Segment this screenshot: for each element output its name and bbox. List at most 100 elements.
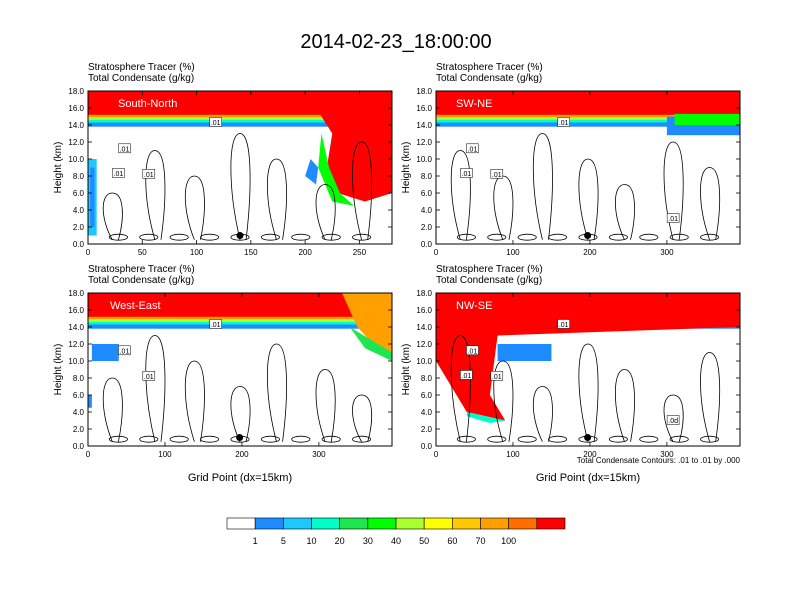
tracer-patch xyxy=(497,344,552,361)
cloud-contour xyxy=(450,335,471,442)
y-tick-label: 0.0 xyxy=(421,442,433,451)
low-cloud-contour xyxy=(291,233,311,241)
low-cloud-contour xyxy=(139,233,159,241)
tracer-patch xyxy=(90,167,95,227)
x-tick-label: 0 xyxy=(434,450,439,459)
location-marker xyxy=(236,232,244,239)
x-tick-label: 200 xyxy=(583,450,597,459)
contour-label-box xyxy=(557,319,570,329)
tracer-band xyxy=(88,114,392,119)
cloud-contour xyxy=(614,369,635,442)
y-tick-label: 6.0 xyxy=(421,189,433,198)
x-axis-label: Grid Point (dx=15km) xyxy=(536,472,640,484)
y-tick-label: 12.0 xyxy=(416,340,432,349)
cloud-contour xyxy=(578,343,599,442)
contour-label: .01 xyxy=(144,374,154,381)
colorbar-swatch xyxy=(536,517,566,530)
colorbar-label: 60 xyxy=(447,536,457,546)
tracer-patch xyxy=(674,113,740,125)
y-tick-label: 10.0 xyxy=(416,357,432,366)
y-tick-label: 4.0 xyxy=(421,206,433,215)
plot-frame xyxy=(87,292,393,447)
panel-1-label-2: Total Condensate (g/kg) xyxy=(88,73,195,84)
y-axis-label: Height (km) xyxy=(53,142,64,194)
panel-1-header: Stratosphere Tracer (%) Total Condensate… xyxy=(88,62,195,84)
low-cloud-contour xyxy=(548,435,568,443)
contour-label-box xyxy=(466,345,479,356)
colorbar-label: 70 xyxy=(475,536,485,546)
tracer-band xyxy=(436,114,740,119)
contour-footnote: Total Condensate Contours: .01 to .01 by… xyxy=(577,456,741,465)
y-tick-label: 6.0 xyxy=(73,391,85,400)
y-tick-label: 16.0 xyxy=(68,104,84,113)
colorbar-swatch xyxy=(508,517,538,530)
x-tick-label: 100 xyxy=(190,248,204,257)
y-tick-label: 14.0 xyxy=(68,323,84,332)
tracer-band xyxy=(436,119,740,124)
contour-label: .01 xyxy=(211,120,221,127)
y-tick-label: 16.0 xyxy=(68,306,84,315)
tracer-band xyxy=(88,293,392,319)
section-name: SW-NE xyxy=(456,98,492,110)
y-tick-label: 18.0 xyxy=(68,87,84,96)
y-tick-label: 12.0 xyxy=(416,138,432,147)
contour-label-box xyxy=(118,143,131,154)
contour-label-box xyxy=(460,370,473,380)
contour-label: .01 xyxy=(211,322,221,329)
contour-label-box xyxy=(142,169,156,179)
contour-label: .01 xyxy=(559,322,569,329)
plot-frame xyxy=(435,292,741,447)
cloud-contour xyxy=(532,133,553,240)
contour-label-box xyxy=(490,169,504,179)
tracer-intrusion xyxy=(341,293,392,361)
y-tick-label: 14.0 xyxy=(416,323,432,332)
tracer-patch xyxy=(88,395,92,408)
x-tick-label: 0 xyxy=(86,450,91,459)
low-cloud-contour xyxy=(260,233,280,241)
cloud-contour xyxy=(315,369,336,442)
contour-label-box xyxy=(142,371,156,381)
cloud-contour xyxy=(700,352,721,442)
cloud-contour xyxy=(352,141,373,240)
x-tick-label: 0 xyxy=(86,248,91,257)
contour-label-box xyxy=(557,117,570,127)
cloud-contour xyxy=(230,133,251,240)
cloud-contour xyxy=(266,158,287,240)
plot-frame xyxy=(87,90,393,245)
cloud-contour xyxy=(102,192,123,240)
y-tick-label: 4.0 xyxy=(73,206,85,215)
low-cloud-contour xyxy=(169,435,189,443)
y-tick-label: 8.0 xyxy=(73,172,85,181)
y-tick-label: 2.0 xyxy=(73,223,85,232)
y-tick-label: 16.0 xyxy=(416,306,432,315)
tracer-intrusion xyxy=(305,91,392,202)
contour-label: .01 xyxy=(559,120,569,127)
colorbar-swatch xyxy=(226,517,256,530)
x-tick-label: 200 xyxy=(235,450,249,459)
tracer-band xyxy=(88,117,392,121)
low-cloud-contour xyxy=(548,233,568,241)
x-tick-label: 100 xyxy=(506,450,520,459)
contour-label: .01 xyxy=(492,374,502,381)
tracer-band xyxy=(88,119,392,124)
low-cloud-contour xyxy=(639,233,659,241)
low-cloud-contour xyxy=(487,435,507,443)
tracer-field xyxy=(436,293,740,446)
low-cloud-contour xyxy=(700,233,720,241)
low-cloud-contour xyxy=(200,233,220,241)
panel-4-header: Stratosphere Tracer (%) Total Condensate… xyxy=(436,264,543,286)
panel-3-header: Stratosphere Tracer (%) Total Condensate… xyxy=(88,264,195,286)
section-name: South-North xyxy=(118,98,177,110)
tracer-band xyxy=(88,319,392,323)
colorbar-label: 1 xyxy=(253,536,258,546)
low-cloud-contour xyxy=(108,435,128,443)
contour-label: .01 xyxy=(468,146,478,153)
y-tick-label: 8.0 xyxy=(421,374,433,383)
y-tick-label: 18.0 xyxy=(416,289,432,298)
contour-label-box xyxy=(466,143,479,154)
y-tick-label: 6.0 xyxy=(73,189,85,198)
panel-3-label-2: Total Condensate (g/kg) xyxy=(88,275,195,286)
low-cloud-contour xyxy=(487,233,507,241)
low-cloud-contour xyxy=(517,435,537,443)
